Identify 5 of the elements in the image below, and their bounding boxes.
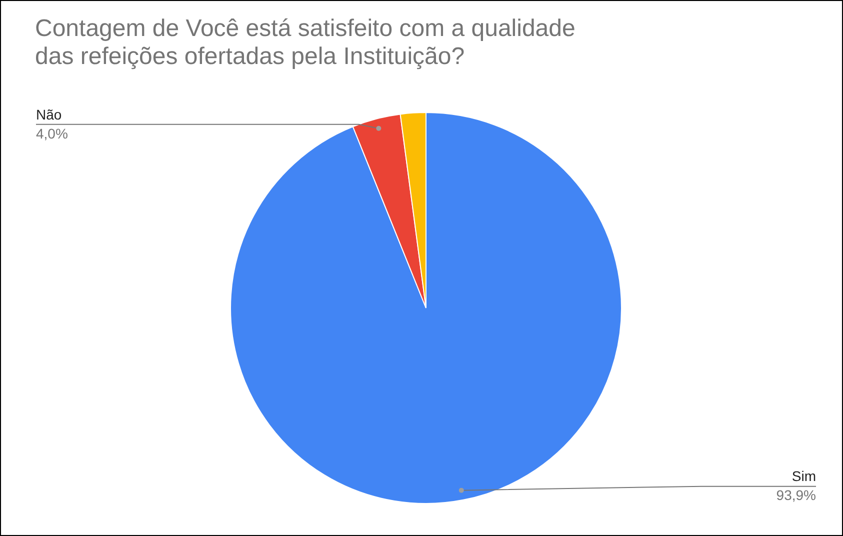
- slice-label: Sim: [792, 468, 816, 484]
- slice-label: Não: [36, 106, 62, 122]
- chart-title: Contagem de Você está satisfeito com a qualidade das refeições ofertadas pela Instituição?: [35, 15, 576, 71]
- data-label: 93,9%: [776, 487, 816, 504]
- data-label: 4,0%: [36, 125, 68, 142]
